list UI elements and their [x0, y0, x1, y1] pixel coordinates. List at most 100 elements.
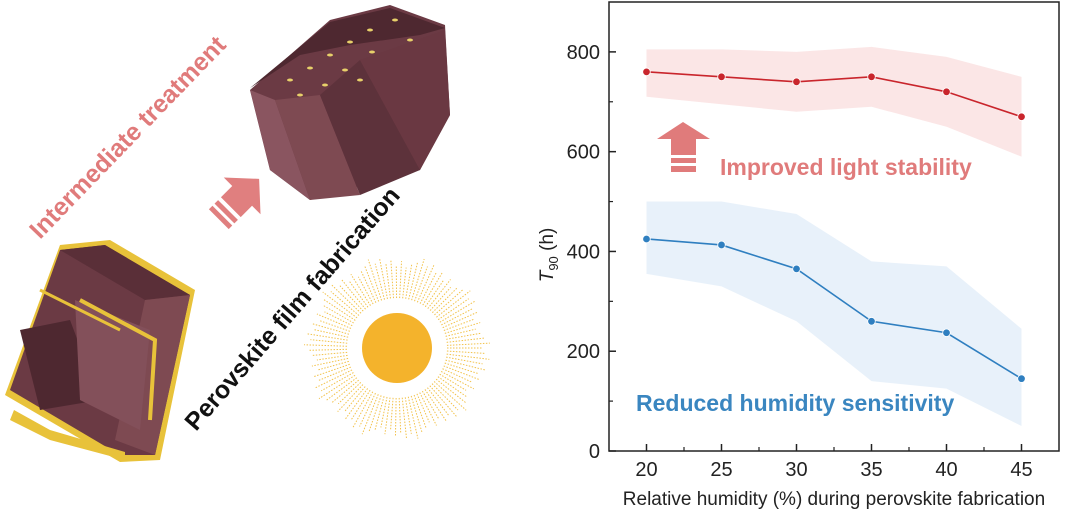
sun-ray — [331, 284, 362, 314]
sun-ray — [439, 373, 467, 391]
data-point — [792, 264, 801, 274]
sun-ray — [379, 258, 388, 300]
sun-ray — [446, 332, 481, 340]
sun-ray — [330, 291, 360, 316]
fabrication-label: Perovskite film fabrication — [179, 182, 405, 436]
y-tick-label: 0 — [589, 441, 600, 463]
sun-ray — [390, 259, 395, 299]
sun-ray — [414, 266, 428, 302]
sun-ray — [402, 267, 407, 299]
up-arrow-icon — [657, 122, 710, 172]
sun-ray — [446, 350, 486, 354]
sun-ray — [434, 288, 464, 316]
sun-ray — [405, 264, 413, 299]
sun-ray — [339, 284, 364, 312]
sun-ray — [429, 287, 452, 311]
sun-ray — [435, 378, 467, 404]
y-label-unit: (h) — [537, 228, 558, 257]
sun-ray — [440, 371, 475, 390]
sun-ray — [431, 383, 459, 411]
sun-ray — [429, 385, 458, 418]
x-tick-label: 20 — [635, 459, 657, 481]
sun-ray — [389, 397, 394, 431]
sun-ray — [313, 329, 349, 338]
sun-ray — [411, 258, 425, 301]
x-tick-label: 35 — [860, 459, 882, 481]
sun-ray — [311, 357, 349, 367]
data-point — [717, 240, 726, 250]
sun-ray — [304, 344, 348, 347]
sun-ray — [416, 393, 430, 423]
sun-ray — [424, 389, 448, 423]
sun-ray — [445, 359, 486, 371]
sun-ray — [445, 328, 476, 337]
x-tick-label: 40 — [935, 459, 957, 481]
sun-ray — [359, 392, 376, 427]
sun-ray — [385, 263, 391, 299]
sun-ray — [444, 322, 481, 334]
sun-ray — [337, 382, 362, 405]
sun-ray — [437, 298, 469, 321]
sun-ray — [419, 392, 437, 426]
y-label-sub: 90 — [546, 256, 561, 270]
sun-ray — [325, 377, 358, 402]
sun-ray — [436, 290, 471, 318]
sun-ray — [316, 313, 352, 329]
sun-ray — [318, 319, 351, 332]
series-line-1 — [646, 238, 1022, 380]
sun-ray — [446, 356, 483, 365]
sun-icon — [304, 258, 490, 439]
y-tick-label: 200 — [567, 341, 600, 363]
y-axis-label: T90 (h) — [537, 228, 561, 283]
sun-ray — [374, 263, 385, 300]
sun-ray — [410, 395, 423, 434]
sun-ray — [318, 374, 356, 400]
sun-ray — [384, 397, 391, 435]
sun-ray — [337, 384, 364, 412]
data-point — [942, 328, 951, 337]
y-tick-label: 600 — [567, 142, 600, 164]
sun-ray — [394, 397, 397, 437]
sun-ray — [416, 264, 435, 303]
sun-ray — [316, 360, 349, 371]
sun-ray — [314, 369, 353, 389]
sun-ray — [344, 388, 369, 421]
sun-ray — [352, 391, 374, 428]
x-axis-label: Relative humidity (%) during perovskite … — [623, 489, 1045, 510]
sun-ray — [433, 381, 467, 411]
sun-ray — [446, 337, 486, 343]
data-point — [792, 77, 801, 87]
y-label-main: T — [537, 269, 558, 282]
sun-ray — [442, 311, 479, 329]
sun-ray — [398, 397, 402, 433]
sun-ray — [421, 390, 440, 420]
sun-ray — [312, 363, 350, 378]
sun-ray — [348, 280, 369, 308]
sun-ray — [357, 276, 374, 305]
y-tick-label: 800 — [567, 42, 600, 64]
sun-ray — [321, 372, 354, 392]
intermediate-treatment-label: Intermediate treatment — [24, 30, 232, 244]
data-point — [867, 317, 876, 326]
sun-ray — [323, 305, 354, 324]
sun-disc — [362, 313, 432, 383]
untreated-grains-icon — [5, 240, 195, 462]
process-arrow-icon — [208, 177, 261, 230]
sun-ray — [446, 342, 490, 346]
sun-ray — [312, 351, 348, 356]
sun-ray — [427, 279, 451, 309]
annotation-humidity-sensitivity: Reduced humidity sensitivity — [636, 390, 954, 416]
sun-ray — [308, 348, 348, 351]
data-point — [642, 234, 651, 244]
sun-ray — [343, 386, 366, 413]
x-tick-label: 30 — [785, 459, 807, 481]
sun-ray — [442, 368, 473, 383]
sun-ray — [437, 376, 467, 398]
sun-ray — [310, 339, 348, 344]
sun-ray — [399, 261, 403, 299]
sun-ray — [316, 354, 348, 361]
sun-ray — [401, 397, 408, 439]
chart: 20 25 30 35 40 45 0 200 400 600 800 Improved light… — [537, 1, 1060, 510]
sun-ray — [361, 394, 379, 435]
